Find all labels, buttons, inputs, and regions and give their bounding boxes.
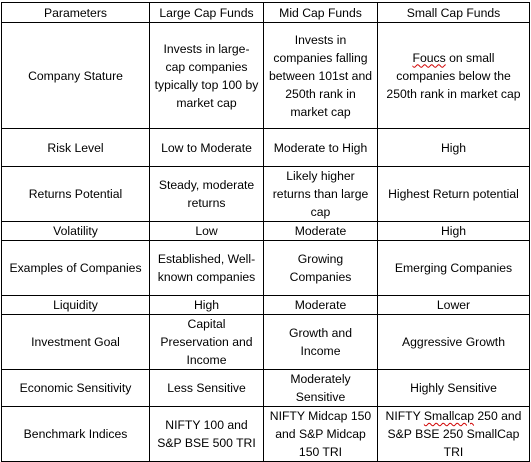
large-cap-cell: Low xyxy=(149,221,264,241)
row-investment-goal: Investment Goal Capital Preservation and… xyxy=(1,314,530,370)
row-benchmark-indices: Benchmark Indices NIFTY 100 and S&P BSE … xyxy=(1,406,530,462)
large-cap-cell: Low to Moderate xyxy=(149,128,264,167)
param-cell: Investment Goal xyxy=(1,314,150,370)
mid-cap-cell: Likely higher returns than large cap xyxy=(263,166,378,222)
spellcheck-flagged-word: Smallcap xyxy=(423,409,475,423)
large-cap-cell: Steady, moderate returns xyxy=(149,166,264,222)
small-cap-text-prefix: NIFTY xyxy=(385,409,424,423)
spellcheck-flagged-word: Foucs xyxy=(412,50,446,65)
row-examples-of-companies: Examples of Companies Established, Well-… xyxy=(1,240,530,296)
large-cap-cell: Less Sensitive xyxy=(149,369,264,407)
small-cap-cell: Highly Sensitive xyxy=(377,369,530,407)
param-cell: Returns Potential xyxy=(1,166,150,222)
mid-cap-cell: NIFTY Midcap 150 and S&P Midcap 150 TRI xyxy=(263,406,378,462)
mid-cap-cell: Growing Companies xyxy=(263,240,378,296)
small-cap-cell: Emerging Companies xyxy=(377,240,530,296)
param-cell: Economic Sensitivity xyxy=(1,369,150,407)
header-row: Parameters Large Cap Funds Mid Cap Funds… xyxy=(1,2,530,23)
header-mid-cap: Mid Cap Funds xyxy=(263,2,378,23)
header-large-cap: Large Cap Funds xyxy=(149,2,264,23)
param-cell: Examples of Companies xyxy=(1,240,150,296)
row-liquidity: Liquidity High Moderate Lower xyxy=(1,295,530,315)
small-cap-cell: Foucs on small companies below the 250th… xyxy=(377,22,530,129)
param-cell: Risk Level xyxy=(1,128,150,167)
large-cap-cell: Invests in large-cap companies typically… xyxy=(149,22,264,129)
param-cell: Volatility xyxy=(1,221,150,241)
mid-cap-cell: Growth and Income xyxy=(263,314,378,370)
large-cap-cell: NIFTY 100 and S&P BSE 500 TRI xyxy=(149,406,264,462)
mid-cap-cell: Invests in companies falling between 101… xyxy=(263,22,378,129)
large-cap-cell: Established, Well-known companies xyxy=(149,240,264,296)
row-economic-sensitivity: Economic Sensitivity Less Sensitive Mode… xyxy=(1,369,530,407)
mid-cap-cell: Moderate to High xyxy=(263,128,378,167)
small-cap-cell: Lower xyxy=(377,295,530,315)
param-cell: Benchmark Indices xyxy=(1,406,150,462)
mid-cap-cell: Moderately Sensitive xyxy=(263,369,378,407)
small-cap-text: 250 and S&P BSE 250 SmallCap TRI xyxy=(387,409,522,459)
mid-cap-cell: Moderate xyxy=(263,295,378,315)
small-cap-cell: NIFTY Smallcap 250 and S&P BSE 250 Small… xyxy=(377,406,530,462)
row-risk-level: Risk Level Low to Moderate Moderate to H… xyxy=(1,128,530,167)
large-cap-cell: High xyxy=(149,295,264,315)
header-parameters: Parameters xyxy=(1,2,150,23)
header-small-cap: Small Cap Funds xyxy=(377,2,530,23)
small-cap-cell: Highest Return potential xyxy=(377,166,530,222)
mid-cap-cell: Moderate xyxy=(263,221,378,241)
param-cell: Company Stature xyxy=(1,22,150,129)
row-volatility: Volatility Low Moderate High xyxy=(1,221,530,241)
row-company-stature: Company Stature Invests in large-cap com… xyxy=(1,22,530,129)
param-cell: Liquidity xyxy=(1,295,150,315)
row-returns-potential: Returns Potential Steady, moderate retur… xyxy=(1,166,530,222)
small-cap-cell: High xyxy=(377,221,530,241)
large-cap-cell: Capital Preservation and Income xyxy=(149,314,264,370)
small-cap-cell: Aggressive Growth xyxy=(377,314,530,370)
small-cap-cell: High xyxy=(377,128,530,167)
small-cap-text: on small companies below the 250th rank … xyxy=(386,50,521,101)
